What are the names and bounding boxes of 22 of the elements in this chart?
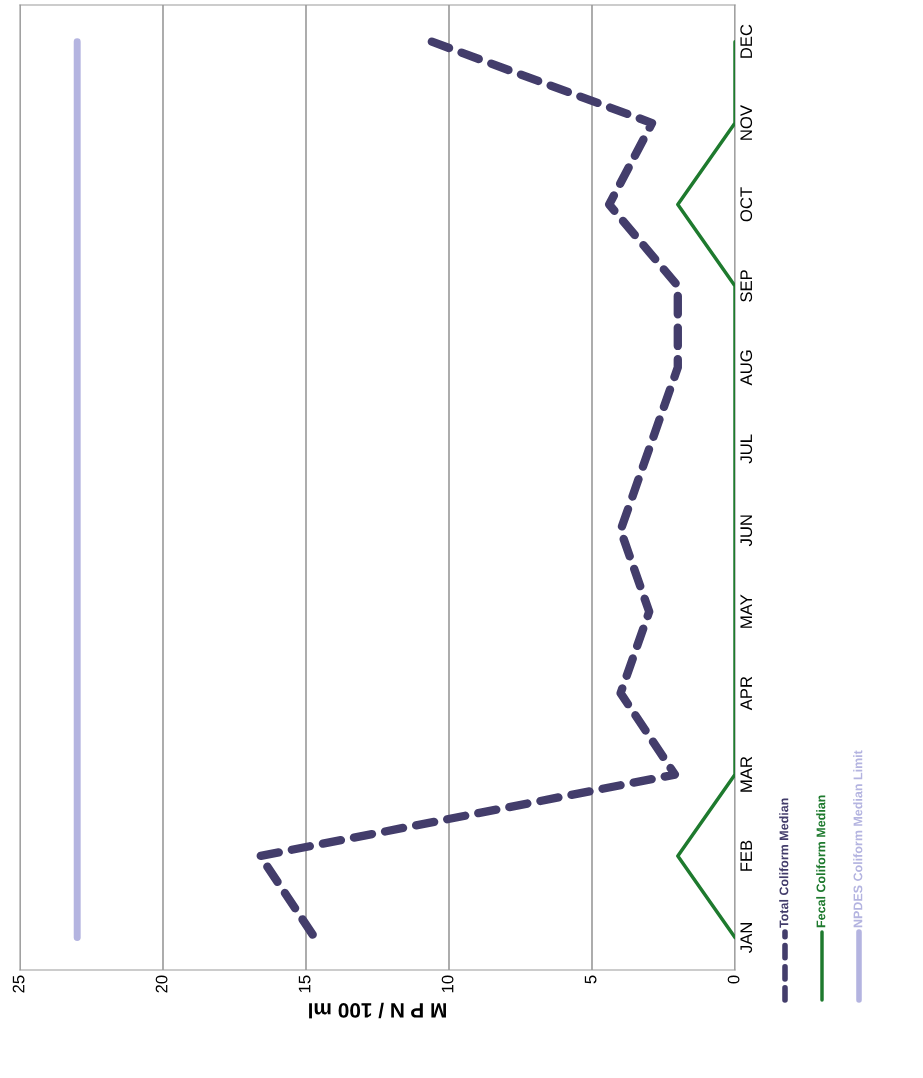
y-tick-label: JUL (740, 434, 753, 464)
y-tick-label: NOV (740, 105, 753, 140)
y-tick-label: AUG (740, 350, 753, 386)
x-tick-label: 15 (298, 975, 311, 993)
y-tick-label: APR (740, 676, 752, 711)
x-tick-label: 10 (441, 975, 454, 993)
y-tick-label: JUN (740, 515, 753, 547)
x-tick-label: 5 (584, 975, 597, 984)
y-tick-label: MAR (740, 756, 752, 792)
text: Total Coliform Median (779, 798, 789, 928)
y-tick-label: OCT (740, 187, 753, 222)
y-tick-label: MAY (740, 594, 752, 628)
y-tick-label: JAN (740, 923, 753, 953)
y-tick-label: SEP (740, 270, 753, 302)
x-tick-label: 20 (155, 975, 168, 993)
y-tick-label: DEC (740, 24, 753, 58)
x-tick-label: 0 (727, 975, 740, 984)
x-tick-label: 25 (12, 975, 25, 993)
x-axis-title: M P N / 100 ml (309, 1002, 446, 1019)
text: NPDES Coliform Median Limit (853, 750, 863, 928)
y-tick-label: FEB (740, 840, 752, 871)
text: Fecal Coliform Median (816, 795, 826, 928)
